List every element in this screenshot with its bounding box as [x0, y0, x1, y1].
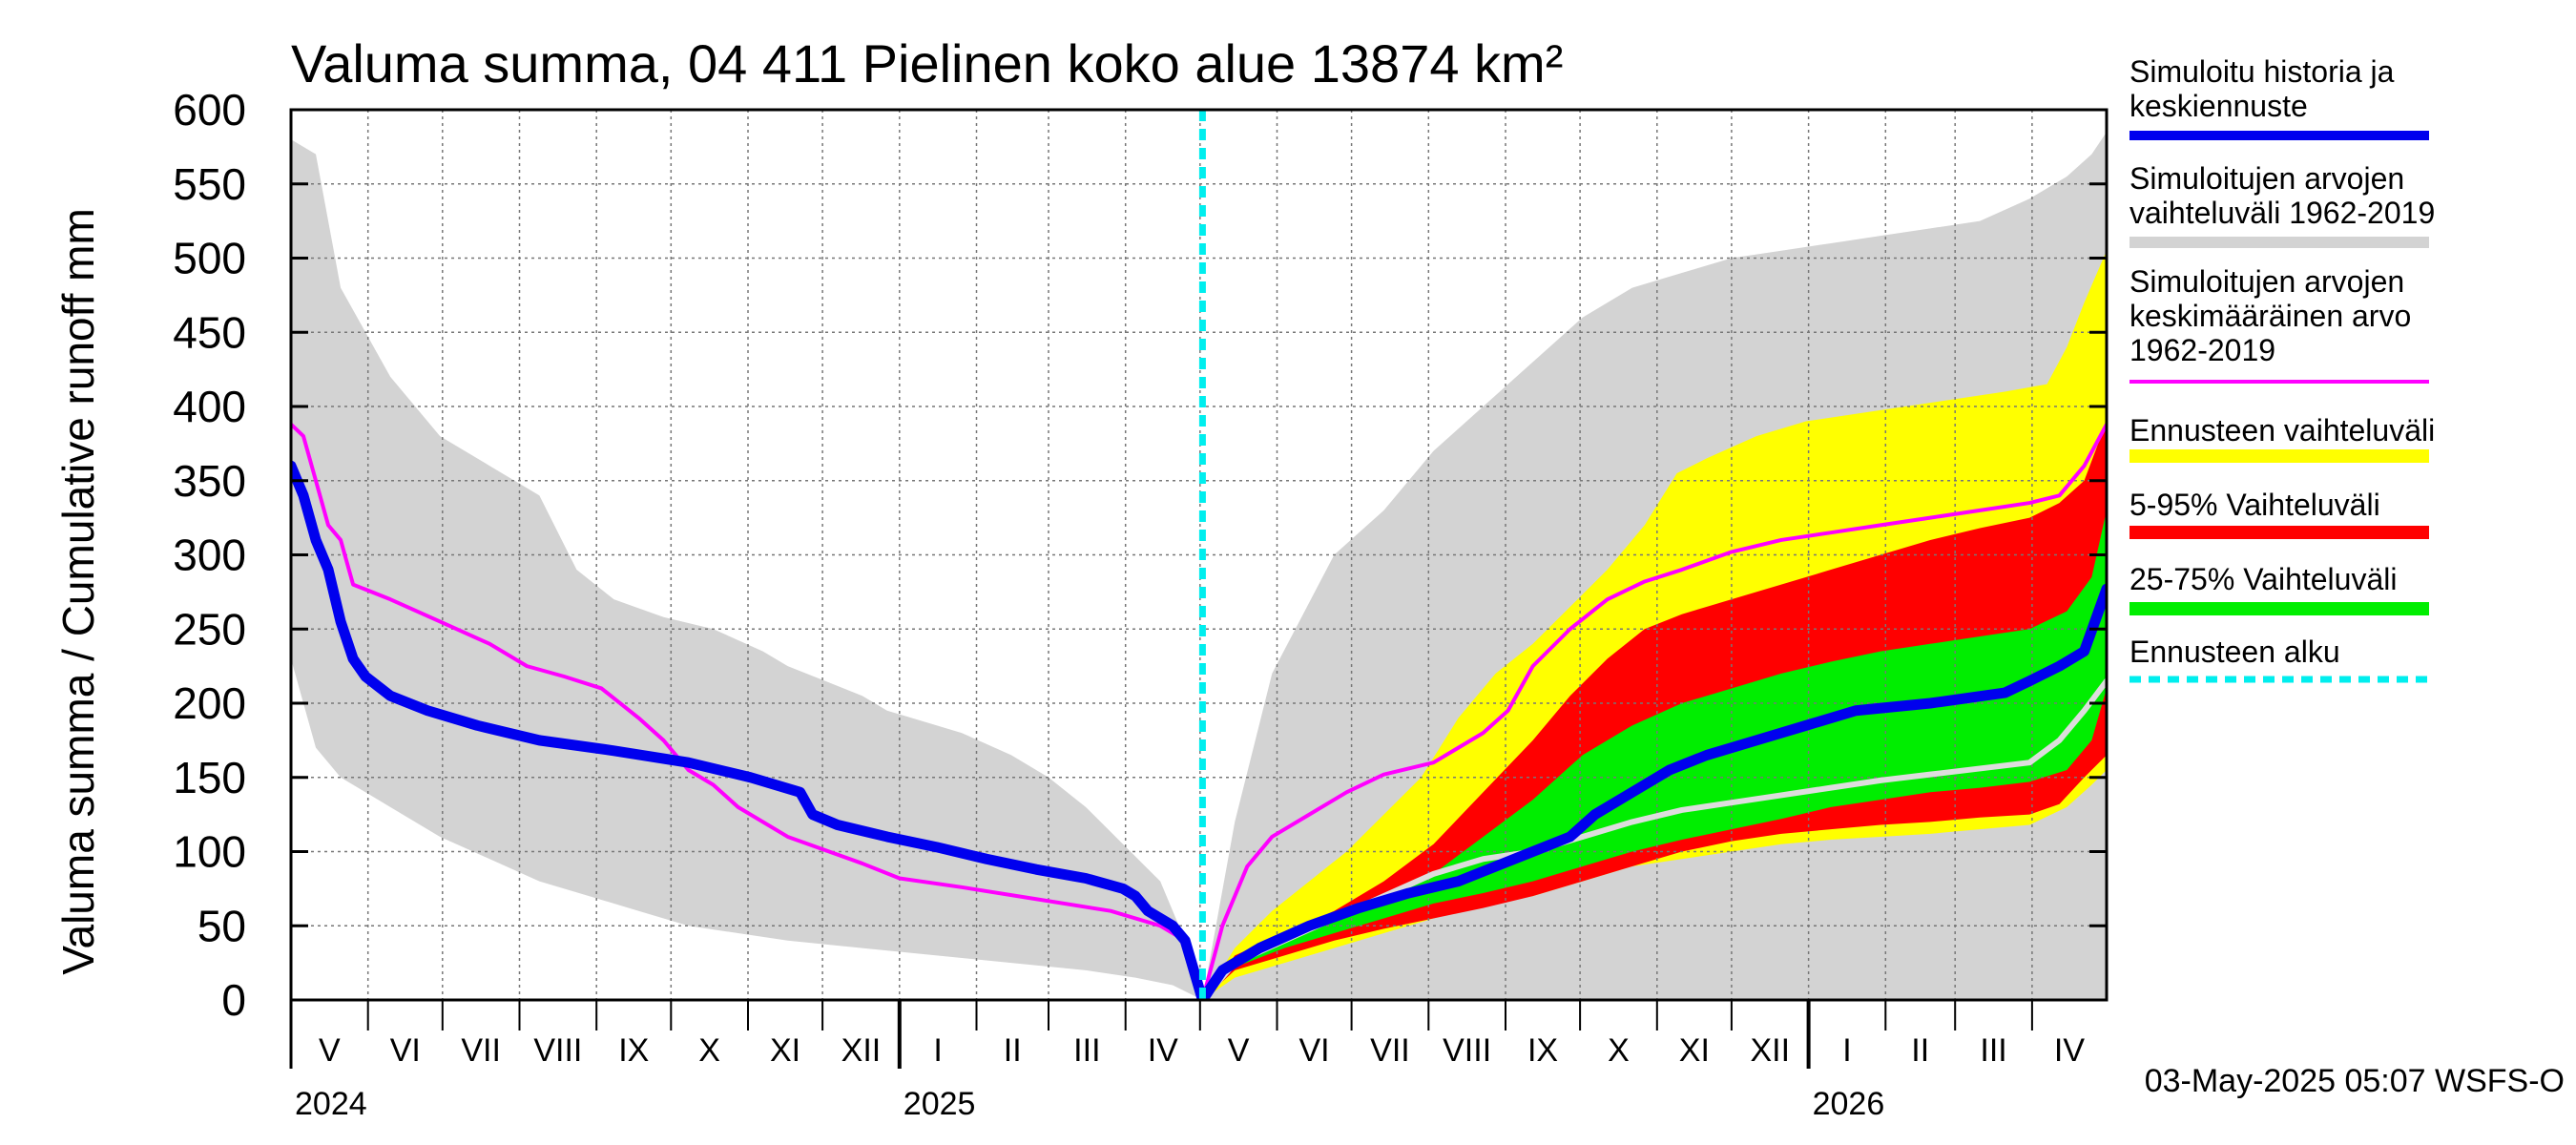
month-label: IV [2054, 1032, 2085, 1069]
month-label: IV [1148, 1032, 1178, 1069]
lines [291, 110, 2107, 1000]
month-label: I [1842, 1032, 1851, 1069]
y-tick-label: 0 [221, 975, 246, 1025]
year-label: 2024 [295, 1086, 367, 1122]
y-tick-label: 350 [173, 456, 246, 506]
month-label: IX [1527, 1032, 1558, 1069]
legend-item: 25-75% Vaihteluväli [2129, 562, 2429, 615]
y-tick-label: 300 [173, 531, 246, 580]
legend-label: keskiennuste [2129, 89, 2308, 123]
month-label: VI [390, 1032, 421, 1069]
legend-label: Ennusteen alku [2129, 635, 2340, 669]
month-label: I [933, 1032, 942, 1069]
legend-item: 5-95% Vaihteluväli [2129, 488, 2429, 539]
month-label: XII [841, 1032, 882, 1069]
month-label: V [1228, 1032, 1250, 1069]
legend-item: Ennusteen vaihteluväli [2129, 413, 2435, 463]
legend-item: Ennusteen alku [2129, 635, 2429, 683]
y-tick-label: 600 [173, 85, 246, 135]
month-label: VIII [533, 1032, 582, 1069]
month-label: V [319, 1032, 341, 1069]
y-tick-label: 50 [197, 901, 246, 950]
timestamp: 03-May-2025 05:07 WSFS-O [2145, 1063, 2565, 1099]
month-label: X [1608, 1032, 1630, 1069]
band-5-95-vaihteluv-li [1202, 421, 2107, 1000]
y-tick-label: 250 [173, 604, 246, 654]
y-tick-label: 150 [173, 753, 246, 802]
line-simuloitu-historia-ja-keskiennuste [291, 460, 2107, 1000]
y-tick-label: 200 [173, 678, 246, 728]
legend-label: vaihteluväli 1962-2019 [2129, 196, 2435, 230]
y-axis-label: Valuma summa / Cumulative runoff mm [53, 208, 103, 975]
legend-label: 5-95% Vaihteluväli [2129, 488, 2380, 522]
y-tick-label: 100 [173, 827, 246, 877]
legend-label: Simuloitujen arvojen [2129, 264, 2404, 299]
legend: Simuloitu historia jakeskiennusteSimuloi… [2129, 54, 2435, 683]
month-label: XI [1679, 1032, 1710, 1069]
y-tick-label: 500 [173, 234, 246, 283]
month-label: VII [1370, 1032, 1410, 1069]
legend-label: Simuloitu historia ja [2129, 54, 2395, 89]
month-label: X [698, 1032, 720, 1069]
month-label: XI [770, 1032, 800, 1069]
y-tick-label: 400 [173, 382, 246, 431]
month-label: III [1980, 1032, 2006, 1069]
legend-label: Simuloitujen arvojen [2129, 161, 2404, 196]
legend-label: 1962-2019 [2129, 333, 2275, 367]
month-label: VII [461, 1032, 501, 1069]
month-label: XII [1750, 1032, 1790, 1069]
y-tick-label: 550 [173, 159, 246, 209]
month-label: II [1004, 1032, 1022, 1069]
legend-label: 25-75% Vaihteluväli [2129, 562, 2397, 596]
month-label: III [1073, 1032, 1100, 1069]
month-label: VI [1298, 1032, 1329, 1069]
month-label: VIII [1443, 1032, 1491, 1069]
y-tick-label: 450 [173, 307, 246, 357]
legend-label: Ennusteen vaihteluväli [2129, 413, 2435, 448]
year-label: 2025 [904, 1086, 976, 1122]
year-label: 2026 [1813, 1086, 1885, 1122]
bands [291, 132, 2107, 1000]
legend-label: keskimääräinen arvo [2129, 299, 2411, 333]
month-label: II [1911, 1032, 1929, 1069]
month-label: IX [618, 1032, 649, 1069]
plot-area [291, 110, 2107, 1000]
chart-title: Valuma summa, 04 411 Pielinen koko alue … [291, 33, 1563, 94]
